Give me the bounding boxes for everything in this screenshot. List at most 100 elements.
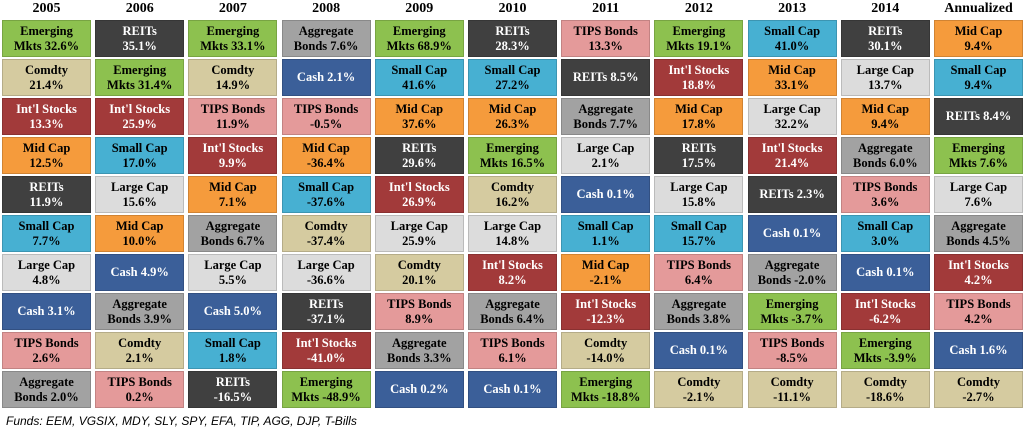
return-cell: Small Cap 17.0% xyxy=(95,137,185,174)
return-label: TIPS Bonds xyxy=(573,23,638,38)
return-cell: Large Cap 2.1% xyxy=(561,137,651,174)
return-label: 33.1% xyxy=(774,77,810,92)
return-cell: Int'l Stocks 13.3% xyxy=(2,98,91,135)
return-label: Large Cap xyxy=(111,179,169,194)
return-label: Cash 0.1% xyxy=(576,187,635,201)
return-cell: Large Cap 15.8% xyxy=(654,176,744,213)
return-cell: Mid Cap -2.1% xyxy=(561,254,651,291)
year-header: Annualized xyxy=(944,1,1013,16)
return-label: Mkts 19.1% xyxy=(666,38,732,53)
return-label: Large Cap xyxy=(483,218,542,233)
return-label: Mid Cap xyxy=(954,23,1003,38)
return-label: 0.2% xyxy=(125,389,154,404)
return-cell: REITs 28.3% xyxy=(468,20,557,57)
return-cell: TIPS Bonds -8.5% xyxy=(747,332,837,369)
return-label: Small Cap xyxy=(18,218,75,233)
return-label: 20.1% xyxy=(402,272,437,287)
return-cell: Large Cap 4.8% xyxy=(2,254,91,291)
return-label: REITs xyxy=(495,23,530,38)
return-label: TIPS Bonds xyxy=(387,296,452,311)
return-label: 4.8% xyxy=(32,272,61,287)
year-column: 2006 REITs 35.1% Emerging Mkts 31.4% Int'l St… xyxy=(95,0,185,408)
return-label: Bonds 4.5% xyxy=(946,233,1011,248)
return-cell: Comdty 16.2% xyxy=(468,176,557,213)
year-header: 2010 xyxy=(498,1,527,16)
year-header: 2007 xyxy=(218,1,247,16)
return-label: Mkts -3.9% xyxy=(853,350,917,365)
return-label: 2.6% xyxy=(32,350,61,365)
return-label: Large Cap xyxy=(949,179,1008,194)
return-label: -37.6% xyxy=(306,194,346,209)
year-column: 2007 Emerging Mkts 33.1% Comdty 14.9% TIPS Bo… xyxy=(188,0,278,408)
return-label: Mkts -3.7% xyxy=(760,311,824,326)
return-label: -8.5% xyxy=(775,350,809,365)
return-cell: Aggregate Bonds 7.6% xyxy=(281,20,371,57)
year-column: 2008 Aggregate Bonds 7.6% Cash 2.1% TIPS Bon… xyxy=(281,0,371,408)
return-label: 7.6% xyxy=(964,194,993,209)
return-cell: Large Cap 7.6% xyxy=(934,176,1023,213)
return-label: Comdty xyxy=(118,335,162,350)
return-cell: Comdty 14.9% xyxy=(188,59,278,96)
return-label: 9.4% xyxy=(964,77,993,92)
return-label: TIPS Bonds xyxy=(200,101,266,116)
return-cell: Int'l Stocks 25.9% xyxy=(95,98,185,135)
return-label: 11.9% xyxy=(29,194,64,209)
return-cell: Mid Cap 7.1% xyxy=(188,176,278,213)
return-cell: Cash 0.1% xyxy=(747,215,837,252)
return-label: TIPS Bonds xyxy=(14,335,79,350)
return-label: Aggregate xyxy=(298,23,354,38)
return-label: Emerging xyxy=(672,23,726,38)
return-cell: Cash 0.1% xyxy=(654,332,744,369)
return-label: Comdty xyxy=(956,374,1001,389)
return-label: Int'l Stocks xyxy=(202,140,264,155)
return-label: Mid Cap xyxy=(115,218,164,233)
return-label: REITs 2.3% xyxy=(759,187,825,201)
return-label: Comdty xyxy=(304,218,348,233)
return-label: Aggregate xyxy=(19,374,74,389)
return-label: 5.5% xyxy=(218,272,247,287)
return-label: Bonds 3.8% xyxy=(666,311,732,326)
return-label: Bonds 7.6% xyxy=(293,38,359,53)
return-label: 17.5% xyxy=(681,155,717,170)
return-cell: REITs 29.6% xyxy=(374,137,464,174)
return-label: 17.0% xyxy=(122,155,157,170)
year-column: Annualized Mid Cap 9.4% Small Cap 9.4% REITs … xyxy=(934,0,1023,408)
return-label: -2.7% xyxy=(962,389,995,404)
return-cell: Mid Cap -36.4% xyxy=(281,137,371,174)
return-cell: Comdty 2.1% xyxy=(95,332,185,369)
year-header: 2012 xyxy=(684,1,713,16)
return-label: -2.1% xyxy=(682,389,716,404)
return-label: Int'l Stocks xyxy=(482,257,543,272)
return-label: -2.1% xyxy=(589,272,622,287)
return-label: -18.6% xyxy=(866,389,905,404)
return-cell: Small Cap 7.7% xyxy=(2,215,91,252)
return-cell: TIPS Bonds 6.4% xyxy=(654,254,744,291)
return-label: TIPS Bonds xyxy=(946,296,1011,311)
return-label: 32.2% xyxy=(774,116,810,131)
return-label: 18.8% xyxy=(681,77,717,92)
return-cell: Emerging Mkts -48.9% xyxy=(281,371,371,408)
return-cell: Emerging Mkts 19.1% xyxy=(654,20,744,57)
return-label: REITs xyxy=(29,179,64,194)
return-label: Emerging xyxy=(486,140,539,155)
return-label: Mkts 32.6% xyxy=(13,38,80,53)
return-cell: Small Cap 1.8% xyxy=(188,332,278,369)
return-cell: Cash 4.9% xyxy=(95,254,185,291)
return-cell: Small Cap -37.6% xyxy=(281,176,371,213)
return-label: Aggregate xyxy=(485,296,540,311)
return-label: Int'l Stocks xyxy=(388,179,450,194)
return-cell: Comdty -11.1% xyxy=(747,371,837,408)
return-cell: Comdty -14.0% xyxy=(561,332,651,369)
return-label: Int'l Stocks xyxy=(295,335,357,350)
return-label: Int'l Stocks xyxy=(761,140,823,155)
year-header: 2005 xyxy=(32,1,61,16)
return-cell: Aggregate Bonds 6.4% xyxy=(468,293,557,330)
return-label: Comdty xyxy=(863,374,907,389)
return-cell: Emerging Mkts -18.8% xyxy=(561,371,651,408)
return-label: -37.1% xyxy=(306,311,346,326)
return-label: Comdty xyxy=(677,374,721,389)
return-label: 9.9% xyxy=(218,155,247,170)
return-label: Emerging xyxy=(952,140,1005,155)
return-label: 28.3% xyxy=(495,38,530,53)
return-cell: Int'l Stocks 4.2% xyxy=(934,254,1023,291)
